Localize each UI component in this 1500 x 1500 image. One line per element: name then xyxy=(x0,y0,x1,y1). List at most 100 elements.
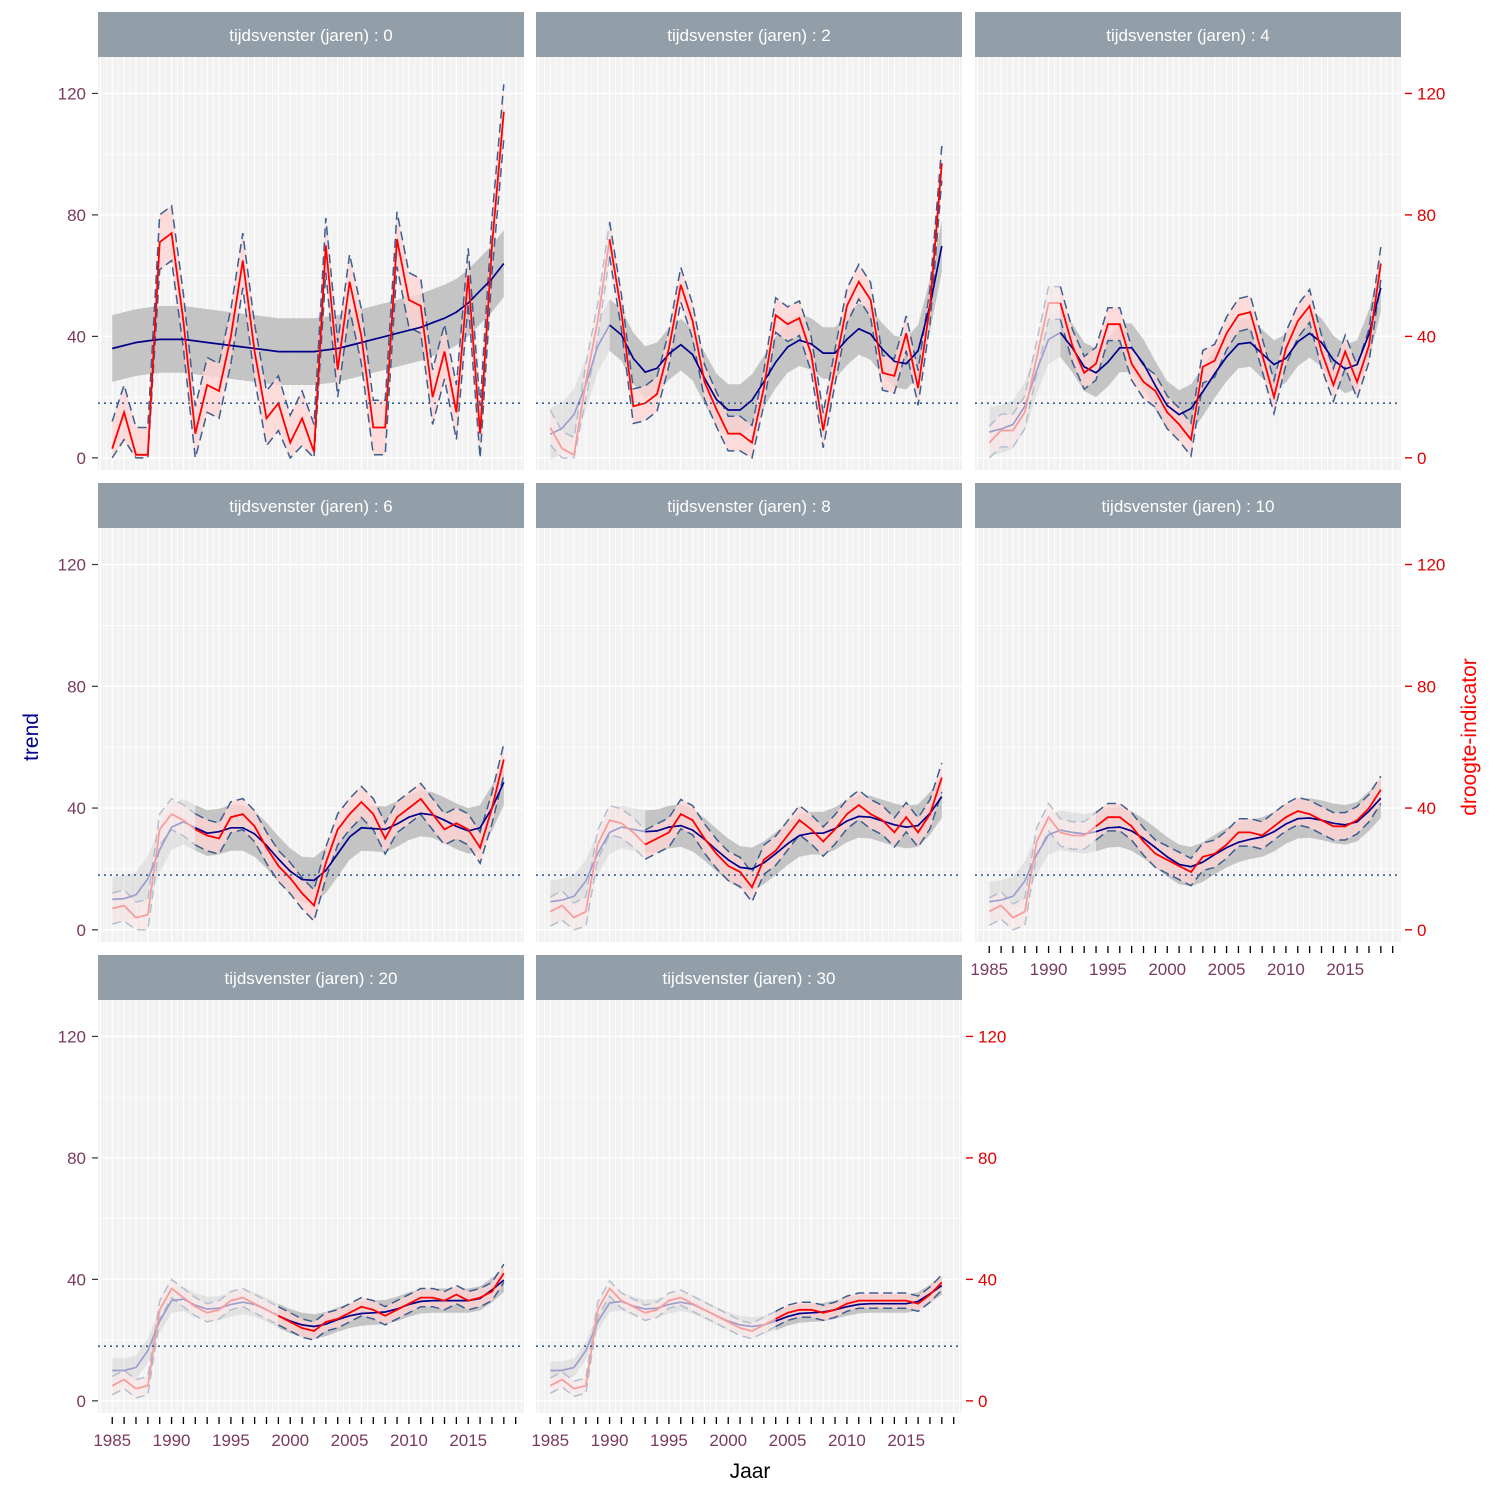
indicator-line xyxy=(549,239,611,457)
y-tick-label-left: 0 xyxy=(77,921,86,940)
panel-strip-label: tijdsvenster (jaren) : 0 xyxy=(229,26,392,45)
panel-20: tijdsvenster (jaren) : 20 xyxy=(98,955,524,1413)
series-faded xyxy=(988,285,1061,459)
trend-confidence-band xyxy=(112,798,196,923)
right-axis-title: droogte-indicator xyxy=(1458,658,1481,816)
indicator-line xyxy=(644,777,943,889)
indicator-line xyxy=(549,1287,777,1390)
lower-ci-line xyxy=(194,774,505,923)
left-axis-title: trend xyxy=(20,713,43,761)
upper-ci-line xyxy=(112,797,196,903)
panel-strip-label: tijdsvenster (jaren) : 10 xyxy=(1102,497,1275,516)
indicator-band xyxy=(1096,776,1381,886)
indicator-line xyxy=(549,819,646,919)
lower-ci-line xyxy=(988,829,1097,931)
panel-30: tijdsvenster (jaren) : 30 xyxy=(536,955,962,1413)
x-tick-label: 1985 xyxy=(970,960,1008,979)
lower-ci-line xyxy=(988,318,1061,459)
panel-10: tijdsvenster (jaren) : 10 xyxy=(975,483,1401,942)
panel-strip-label: tijdsvenster (jaren) : 6 xyxy=(229,497,392,516)
y-tick-label-right: 40 xyxy=(1417,327,1436,346)
indicator-line xyxy=(988,815,1097,919)
y-tick-label-right: 80 xyxy=(1417,206,1436,225)
trend-line xyxy=(194,781,505,882)
panel-strip xyxy=(975,483,1401,528)
trend-confidence-band xyxy=(550,299,610,461)
indicator-band xyxy=(989,286,1061,458)
indicator-line xyxy=(1059,263,1382,442)
indicator-line xyxy=(111,812,196,919)
series-faded xyxy=(111,1278,279,1399)
panel-6: tijdsvenster (jaren) : 6 xyxy=(98,483,524,942)
indicator-band xyxy=(1060,247,1381,456)
trend-confidence-band xyxy=(112,230,504,385)
x-tick-label: 1995 xyxy=(1089,960,1127,979)
x-tick-label: 2010 xyxy=(390,1431,428,1450)
panels-layer: tijdsvenster (jaren) : 0 tijdsvenster (ja… xyxy=(98,12,1401,1413)
x-tick-label: 1985 xyxy=(93,1431,131,1450)
lower-ci-line xyxy=(775,1289,943,1328)
lower-ci-line xyxy=(549,833,646,931)
y-tick-label-left: 40 xyxy=(67,1270,86,1289)
y-tick-label-left: 120 xyxy=(58,84,86,103)
upper-ci-line xyxy=(644,762,943,875)
indicator-band xyxy=(550,805,646,930)
x-tick-label: 1990 xyxy=(1030,960,1068,979)
panel-strip-label: tijdsvenster (jaren) : 8 xyxy=(667,497,830,516)
panel-strip xyxy=(98,12,524,57)
upper-ci-line xyxy=(549,221,611,439)
series-faded xyxy=(988,802,1097,931)
y-tick-label-left: 40 xyxy=(67,327,86,346)
lower-ci-line xyxy=(608,180,943,460)
y-tick-label-right: 0 xyxy=(1417,921,1426,940)
series-active xyxy=(644,762,943,904)
lower-ci-line xyxy=(644,791,943,904)
series-faded xyxy=(549,1279,777,1398)
y-tick-label-right: 120 xyxy=(978,1027,1006,1046)
x-tick-label: 2010 xyxy=(828,1431,866,1450)
panel-8: tijdsvenster (jaren) : 8 xyxy=(536,483,962,942)
upper-ci-line xyxy=(988,802,1097,905)
x-tick-label: 2000 xyxy=(709,1431,747,1450)
panel-strip xyxy=(98,483,524,528)
y-tick-label-left: 80 xyxy=(67,1149,86,1168)
indicator-band xyxy=(112,1279,279,1398)
lower-ci-line xyxy=(112,828,196,931)
y-tick-label-left: 40 xyxy=(67,799,86,818)
upper-ci-line xyxy=(1059,246,1382,426)
y-tick-label-right: 0 xyxy=(1417,449,1426,468)
y-tick-label-right: 120 xyxy=(1417,84,1445,103)
upper-ci-line xyxy=(988,285,1061,427)
trend-line xyxy=(989,829,1097,903)
series-faded xyxy=(549,221,611,461)
series-faded xyxy=(549,804,646,931)
x-tick-label: 1995 xyxy=(650,1431,688,1450)
indicator-line xyxy=(1095,789,1382,874)
panel-strip xyxy=(536,955,962,1000)
y-tick-label-left: 0 xyxy=(77,449,86,468)
upper-ci-line xyxy=(111,1278,279,1381)
upper-ci-line xyxy=(1095,775,1382,860)
trend-line xyxy=(549,324,611,436)
x-axis-title: Jaar xyxy=(730,1460,771,1483)
indicator-line xyxy=(111,111,505,456)
x-tick-label: 2010 xyxy=(1267,960,1305,979)
lower-ci-line xyxy=(111,1296,279,1399)
lower-ci-line xyxy=(111,138,505,460)
series-faded xyxy=(111,797,196,931)
panel-strip xyxy=(98,955,524,1000)
panel-strip xyxy=(536,483,962,528)
indicator-line xyxy=(775,1281,943,1320)
series-active xyxy=(277,1263,505,1341)
indicator-line xyxy=(277,1272,505,1332)
trend-confidence-band xyxy=(550,805,646,923)
indicator-band xyxy=(550,1280,776,1397)
series-active xyxy=(194,743,505,923)
y-tick-label-left: 120 xyxy=(58,556,86,575)
x-tick-label: 1990 xyxy=(591,1431,629,1450)
y-tick-label-right: 120 xyxy=(1417,556,1445,575)
indicator-band xyxy=(112,798,196,930)
series-active xyxy=(608,145,943,460)
trend-line xyxy=(112,1298,279,1372)
